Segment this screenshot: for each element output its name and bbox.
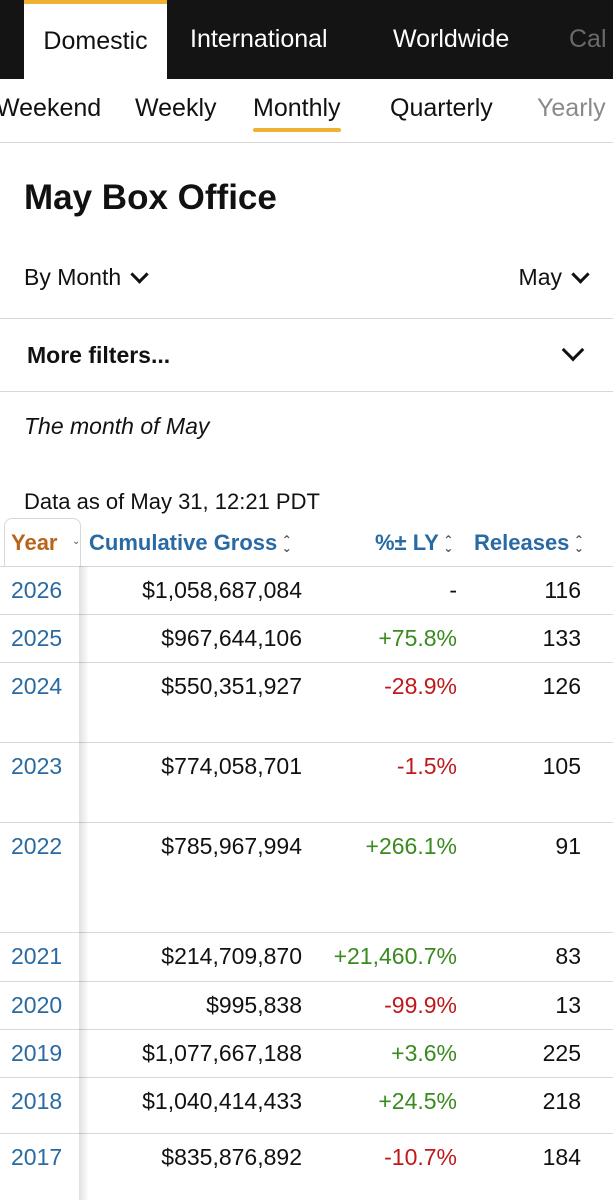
chevron-down-icon	[130, 264, 149, 284]
table-row: 2025 $967,644,106 +75.8% 133	[0, 614, 613, 662]
cumulative-gross-value: $967,644,106	[161, 625, 302, 651]
releases-value: 218	[542, 1088, 581, 1114]
tab-calendar[interactable]: Cal	[569, 25, 607, 53]
sort-icon: ⌃ ⌄	[443, 533, 454, 556]
cumulative-gross-value: $995,838	[206, 992, 302, 1018]
period-description: The month of May	[24, 413, 210, 439]
pct-change-value: +266.1%	[365, 833, 457, 859]
year-header-label: Year	[11, 530, 58, 555]
pct-change-value: +75.8%	[378, 625, 457, 651]
pct-change-value: -28.9%	[384, 673, 457, 699]
year-column-header[interactable]: Year	[11, 530, 58, 556]
cumulative-gross-value: $1,040,414,433	[142, 1088, 302, 1114]
year-link[interactable]: 2026	[11, 577, 63, 603]
sort-desc-icon: ⌄	[72, 536, 81, 547]
table-row: 2018 $1,040,414,433 +24.5% 218	[0, 1077, 613, 1133]
year-link[interactable]: 2025	[11, 625, 63, 651]
pct-change-value: +3.6%	[391, 1040, 457, 1066]
releases-value: 91	[555, 833, 581, 859]
releases-value: 83	[555, 943, 581, 969]
sort-icon: ⌃ ⌄	[281, 533, 292, 556]
month-label: May	[518, 264, 562, 290]
releases-header-label: Releases	[474, 530, 570, 555]
tab-quarterly[interactable]: Quarterly	[390, 94, 493, 122]
year-link[interactable]: 2022	[11, 833, 63, 859]
tab-international[interactable]: International	[190, 25, 328, 53]
tab-domestic[interactable]: Domestic	[24, 0, 167, 79]
pct-change-value: -1.5%	[396, 753, 457, 779]
releases-value: 126	[542, 673, 581, 699]
table-row: 2022 $785,967,994 +266.1% 91	[0, 822, 613, 932]
table-header: Year ⌄ Cumulative Gross ⌃ ⌄ %± LY ⌃ ⌄ Releas…	[0, 518, 613, 566]
year-link[interactable]: 2020	[11, 992, 63, 1018]
year-link[interactable]: 2019	[11, 1040, 63, 1066]
cumulative-gross-value: $550,351,927	[161, 673, 302, 699]
releases-value: 133	[542, 625, 581, 651]
releases-value: 184	[542, 1144, 581, 1170]
pct-change-value: -	[449, 577, 457, 603]
gross-column-header[interactable]: Cumulative Gross ⌃ ⌄	[89, 530, 292, 556]
year-link[interactable]: 2024	[11, 673, 63, 699]
chevron-down-icon	[561, 338, 585, 362]
releases-value: 13	[555, 992, 581, 1018]
year-header-frame	[4, 518, 81, 566]
region-tab-bar: Domestic International Worldwide Cal	[0, 0, 613, 79]
table-body: 2026 $1,058,687,084 - 116 2025 $967,644,106 +7…	[0, 566, 613, 1189]
table-row: 2017 $835,876,892 -10.7% 184	[0, 1133, 613, 1189]
cumulative-gross-value: $214,709,870	[161, 943, 302, 969]
releases-value: 105	[542, 753, 581, 779]
more-filters-label: More filters...	[27, 342, 171, 368]
releases-column-header[interactable]: Releases ⌃ ⌄	[474, 530, 584, 556]
year-link[interactable]: 2018	[11, 1088, 63, 1114]
page-title: May Box Office	[24, 178, 277, 217]
table-row: 2019 $1,077,667,188 +3.6% 225	[0, 1029, 613, 1077]
tab-weekly[interactable]: Weekly	[135, 94, 217, 122]
tab-weekend[interactable]: Weekend	[0, 94, 102, 122]
table-row: 2024 $550,351,927 -28.9% 126	[0, 662, 613, 742]
table-row: 2020 $995,838 -99.9% 13	[0, 981, 613, 1029]
pct-change-value: -10.7%	[384, 1144, 457, 1170]
by-month-label: By Month	[24, 264, 122, 290]
cumulative-gross-value: $774,058,701	[161, 753, 302, 779]
month-selector[interactable]: May	[518, 264, 590, 291]
cumulative-gross-value: $785,967,994	[161, 833, 302, 859]
tab-monthly[interactable]: Monthly	[253, 94, 341, 132]
pct-change-value: +24.5%	[378, 1088, 457, 1114]
tab-worldwide[interactable]: Worldwide	[393, 25, 510, 53]
gross-header-label: Cumulative Gross	[89, 530, 278, 555]
cumulative-gross-value: $1,077,667,188	[142, 1040, 302, 1066]
pct-header-label: %± LY	[375, 530, 439, 555]
box-office-table: Year ⌄ Cumulative Gross ⌃ ⌄ %± LY ⌃ ⌄ Releas…	[0, 518, 613, 1189]
cumulative-gross-value: $1,058,687,084	[142, 577, 302, 603]
pct-change-value: -99.9%	[384, 992, 457, 1018]
sticky-column-shadow	[79, 566, 89, 1200]
table-row: 2023 $774,058,701 -1.5% 105	[0, 742, 613, 822]
data-timestamp: Data as of May 31, 12:21 PDT	[24, 489, 320, 514]
tab-yearly[interactable]: Yearly	[537, 94, 606, 122]
more-filters-toggle[interactable]: More filters...	[0, 318, 613, 392]
pct-change-value: +21,460.7%	[333, 943, 457, 969]
table-row: 2026 $1,058,687,084 - 116	[0, 566, 613, 614]
cumulative-gross-value: $835,876,892	[161, 1144, 302, 1170]
year-link[interactable]: 2023	[11, 753, 63, 779]
table-row: 2021 $214,709,870 +21,460.7% 83	[0, 932, 613, 981]
chevron-down-icon	[571, 264, 590, 284]
year-link[interactable]: 2017	[11, 1144, 63, 1170]
releases-value: 225	[542, 1040, 581, 1066]
by-month-selector[interactable]: By Month	[24, 264, 149, 291]
period-tab-bar: Weekend Weekly Monthly Quarterly Yearly	[0, 79, 613, 143]
pct-ly-column-header[interactable]: %± LY ⌃ ⌄	[375, 530, 454, 556]
year-link[interactable]: 2021	[11, 943, 63, 969]
releases-value: 116	[544, 577, 581, 603]
sort-icon: ⌃ ⌄	[573, 533, 584, 556]
